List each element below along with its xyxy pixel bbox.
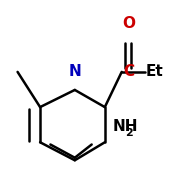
Text: O: O [123, 16, 136, 31]
Text: Et: Et [146, 64, 164, 79]
Text: NH: NH [112, 119, 138, 134]
Text: C: C [124, 64, 135, 79]
Text: N: N [68, 64, 81, 79]
Text: 2: 2 [125, 128, 133, 138]
